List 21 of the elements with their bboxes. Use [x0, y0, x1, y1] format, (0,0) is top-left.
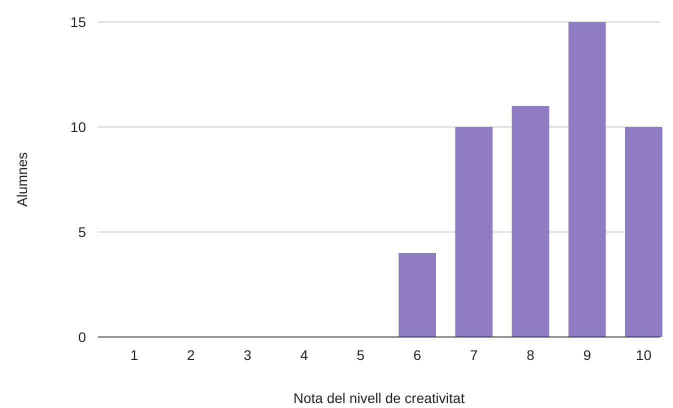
- x-tick-label: 10: [636, 347, 652, 363]
- x-tick-label: 6: [413, 347, 422, 363]
- x-tick-label: 1: [130, 347, 138, 363]
- bar: [512, 106, 550, 337]
- x-tick-label: 3: [244, 347, 252, 363]
- x-axis-title: Nota del nivell de creativitat: [293, 390, 465, 406]
- y-axis-title: Alumnes: [14, 152, 30, 207]
- x-tick-label: 4: [300, 347, 308, 363]
- x-tick-label: 2: [187, 347, 195, 363]
- y-tick-label: 10: [70, 118, 86, 135]
- bar: [625, 127, 662, 337]
- y-tick-label: 15: [70, 14, 86, 30]
- bar: [568, 22, 606, 337]
- x-tick-label: 8: [526, 347, 535, 363]
- y-tick-label: 0: [78, 328, 86, 345]
- x-tick-label: 9: [583, 347, 592, 363]
- bar: [455, 127, 493, 337]
- bar: [398, 253, 436, 337]
- x-tick-label: 7: [470, 347, 478, 363]
- x-tick-label: 5: [356, 347, 365, 363]
- y-tick-label: 5: [78, 224, 86, 240]
